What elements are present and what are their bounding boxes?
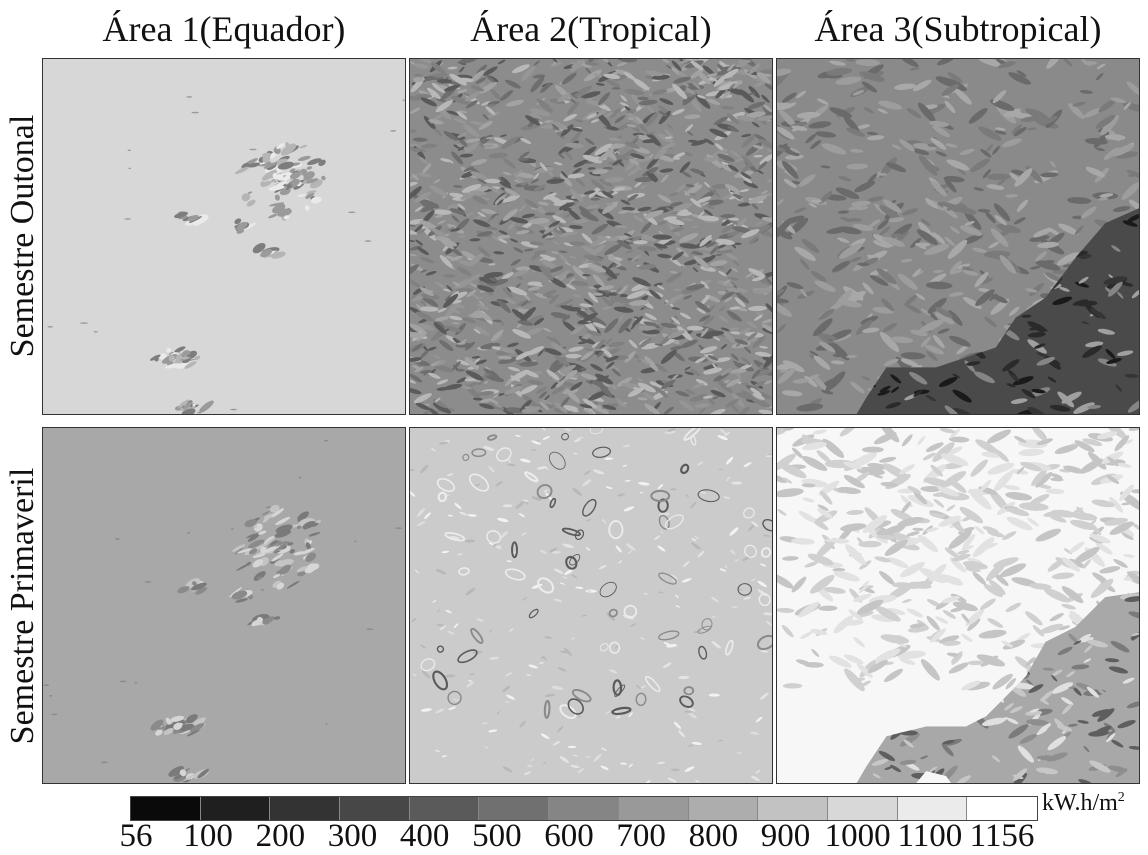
legend-tick-label: 500 bbox=[472, 818, 522, 854]
legend-swatch bbox=[270, 797, 341, 820]
map-panel-primaveril-area-3 bbox=[776, 427, 1140, 784]
map-outonal-area-1 bbox=[43, 59, 405, 414]
legend-swatch bbox=[967, 797, 1037, 820]
map-panel-primaveril-area-2 bbox=[409, 427, 773, 784]
map-primaveril-area-1 bbox=[43, 428, 405, 783]
legend-swatch bbox=[618, 797, 689, 820]
legend-tick-label: 200 bbox=[255, 818, 306, 854]
legend-unit-superscript: 2 bbox=[1117, 790, 1125, 805]
row-title-primaveril: Semestre Primaveril bbox=[4, 467, 41, 745]
legend-swatch bbox=[549, 797, 619, 820]
map-panel-outonal-area-1 bbox=[42, 58, 406, 415]
legend-unit: kW.h/m2 bbox=[1042, 790, 1125, 817]
map-outonal-area-3 bbox=[777, 59, 1139, 414]
map-outonal-area-2 bbox=[410, 59, 772, 414]
legend-swatch bbox=[827, 797, 898, 820]
map-panel-primaveril-area-1 bbox=[42, 427, 406, 784]
map-primaveril-area-3 bbox=[777, 428, 1139, 783]
legend-tick-label: 1000 bbox=[824, 818, 891, 854]
color-scale-legend bbox=[130, 796, 1038, 821]
legend-swatch bbox=[479, 797, 550, 820]
legend-tick-label: 1156 bbox=[969, 818, 1035, 854]
legend-swatch bbox=[340, 797, 410, 820]
legend-tick-label: 56 bbox=[119, 818, 153, 854]
legend-swatch bbox=[200, 797, 271, 820]
legend-tick-label: 800 bbox=[688, 818, 739, 854]
legend-tick-label: 900 bbox=[760, 818, 811, 854]
legend-swatch bbox=[897, 797, 968, 820]
legend-tick-label: 100 bbox=[183, 818, 233, 854]
column-title-area-3: Área 3(Subtropical) bbox=[814, 9, 1102, 49]
legend-unit-text: kW.h/m bbox=[1042, 790, 1118, 816]
column-title-area-2: Área 2(Tropical) bbox=[470, 9, 712, 49]
map-primaveril-area-2 bbox=[410, 428, 772, 783]
map-panel-outonal-area-2 bbox=[409, 58, 773, 415]
row-title-outonal: Semestre Outonal bbox=[4, 114, 41, 358]
legend-tick-label: 300 bbox=[327, 818, 378, 854]
legend-swatch bbox=[131, 797, 201, 820]
legend-swatch bbox=[409, 797, 480, 820]
legend-swatch bbox=[758, 797, 828, 820]
column-title-area-1: Área 1(Equador) bbox=[102, 9, 346, 49]
legend-tick-label: 400 bbox=[399, 818, 450, 854]
legend-tick-label: 700 bbox=[616, 818, 666, 854]
map-panel-outonal-area-3 bbox=[776, 58, 1140, 415]
legend-tick-label: 1100 bbox=[897, 818, 963, 854]
legend-tick-label: 600 bbox=[544, 818, 594, 854]
legend-swatch bbox=[688, 797, 759, 820]
